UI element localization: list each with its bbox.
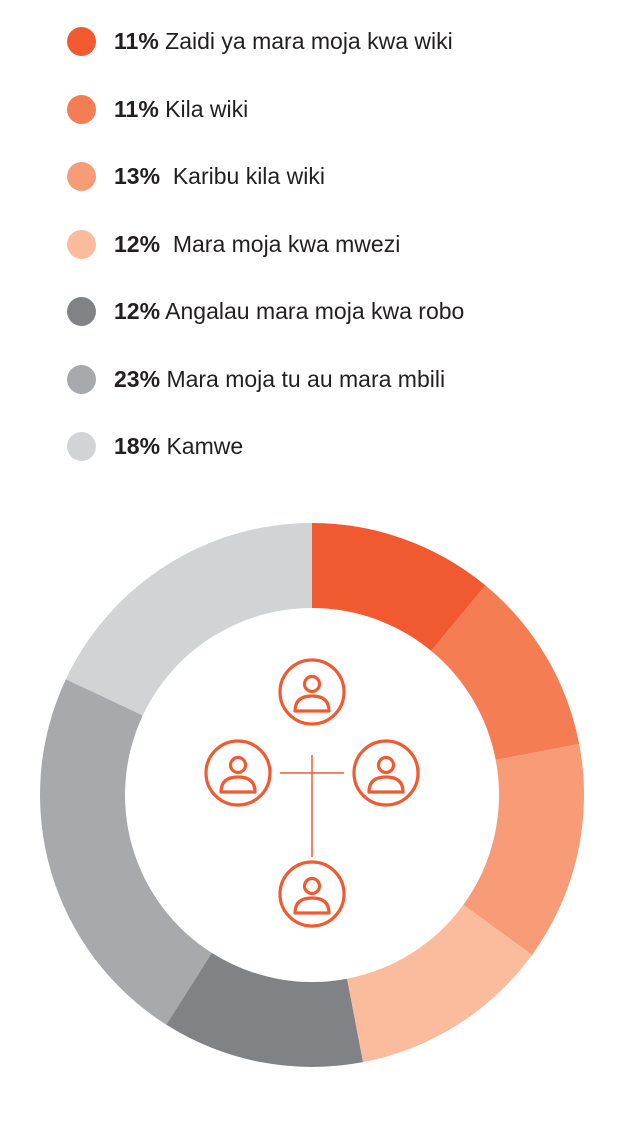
legend-value: 18% — [114, 433, 161, 460]
legend-swatch — [67, 229, 96, 259]
legend-item: 12% Angalau mara moja kwa robo — [67, 278, 607, 346]
person-head — [228, 755, 248, 775]
person-icon — [278, 860, 346, 928]
legend-label: Mara moja tu au mara mbili — [166, 365, 446, 392]
legend-item: 11% Kila wiki — [67, 76, 607, 144]
legend-swatch — [67, 432, 96, 462]
donut-slice — [431, 585, 580, 760]
legend-swatch — [67, 364, 96, 394]
legend-value: 11% — [114, 28, 159, 55]
person-body — [293, 694, 331, 713]
donut-slice — [39, 679, 212, 1025]
legend-label: Kamwe — [166, 433, 244, 460]
donut-slice — [347, 904, 533, 1063]
legend-text: 18% Kamwe — [114, 435, 243, 458]
legend-label: Zaidi ya mara moja kwa wiki — [165, 28, 453, 55]
legend-text: 12% Mara moja kwa mwezi — [114, 230, 401, 257]
legend-item: 18% Kamwe — [67, 413, 607, 481]
chart-legend: 11% Zaidi ya mara moja kwa wiki 11% Kila… — [67, 8, 607, 481]
legend-swatch — [67, 94, 96, 124]
legend-item: 13% Karibu kila wiki — [67, 143, 607, 211]
legend-item: 23% Mara moja tu au mara mbili — [67, 346, 607, 414]
person-head — [302, 876, 322, 896]
person-icon — [204, 739, 272, 807]
person-body — [367, 775, 405, 794]
person-icon — [352, 739, 420, 807]
legend-item: 11% Zaidi ya mara moja kwa wiki — [67, 8, 607, 76]
donut-slice — [65, 523, 312, 716]
donut-slice — [463, 744, 584, 955]
legend-swatch — [67, 297, 96, 327]
legend-swatch — [67, 27, 96, 57]
person-body — [293, 896, 331, 915]
person-head — [376, 755, 396, 775]
legend-label: Mara moja kwa mwezi — [166, 230, 401, 257]
people-network-icon — [204, 658, 420, 928]
legend-text: 23% Mara moja tu au mara mbili — [114, 365, 446, 392]
legend-label: Angalau mara moja kwa robo — [165, 298, 465, 325]
legend-value: 12% — [114, 298, 161, 325]
person-head — [302, 674, 322, 694]
legend-value: 23% — [114, 365, 161, 392]
legend-swatch — [67, 162, 96, 192]
legend-value: 13% — [114, 163, 161, 190]
legend-value: 11% — [114, 95, 159, 122]
legend-text: 13% Karibu kila wiki — [114, 165, 325, 188]
legend-label: Karibu kila wiki — [166, 163, 325, 190]
donut-slice — [312, 523, 486, 651]
legend-text: 11% Kila wiki — [114, 95, 249, 122]
person-body — [219, 775, 257, 794]
legend-text: 12% Angalau mara moja kwa robo — [114, 300, 464, 323]
legend-text: 11% Zaidi ya mara moja kwa wiki — [114, 30, 453, 53]
legend-value: 12% — [114, 230, 161, 257]
legend-label: Kila wiki — [165, 95, 249, 122]
legend-item: 12% Mara moja kwa mwezi — [67, 211, 607, 279]
donut-slice — [166, 952, 363, 1067]
donut-slices — [39, 523, 584, 1067]
person-icon — [278, 658, 346, 726]
